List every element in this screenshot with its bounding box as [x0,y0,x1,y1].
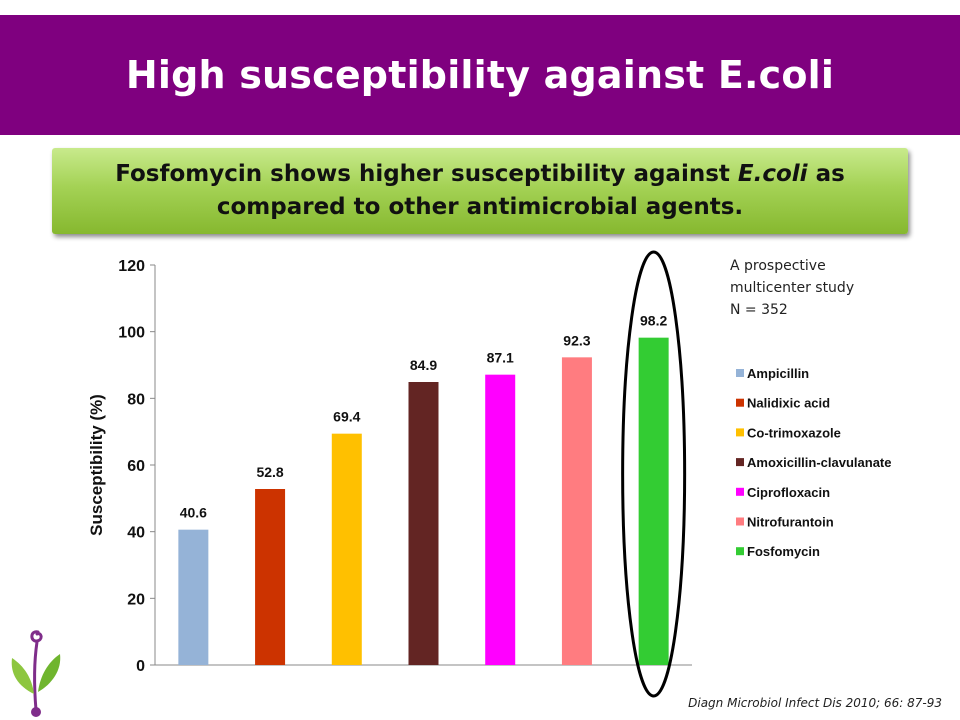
study-note-line: multicenter study [730,280,855,296]
y-axis-title: Susceptibility (%) [87,394,106,536]
legend-label: Amoxicillin-clavulanate [747,455,892,470]
bar-data-label: 52.8 [256,464,283,480]
y-tick-label: 100 [118,325,145,342]
legend-label: Fosfomycin [747,544,820,559]
legend-label: Co-trimoxazole [747,425,841,440]
y-tick-label: 120 [118,258,145,275]
bar-ciprofloxacin [485,374,516,665]
legend-swatch [736,547,744,556]
bar-data-label: 87.1 [487,350,514,366]
bar-data-label: 69.4 [333,409,360,425]
callout-line-2: compared to other antimicrobial agents. [216,194,744,220]
citation: Diagn Microbiol Infect Dis 2010; 66: 87-… [688,696,942,710]
key-message-callout: Fosfomycin shows higher susceptibility a… [52,148,908,234]
callout-text-pre: Fosfomycin shows higher susceptibility a… [115,161,738,187]
bar-data-label: 92.3 [563,332,590,348]
bar-nitrofurantoin [561,357,592,665]
y-tick-label: 80 [127,391,145,408]
legend-label: Nalidixic acid [747,396,830,411]
legend-swatch [736,487,744,496]
bar-amoxicillin-clavulanate [408,382,439,665]
legend-swatch [736,458,744,467]
highlight-ellipse [621,250,687,698]
callout-line-1: Fosfomycin shows higher susceptibility a… [115,158,845,191]
legend-swatch [736,398,744,407]
bar-nalidixic-acid [255,489,286,665]
slide-title: High susceptibility against E.coli [125,53,835,97]
title-bar: High susceptibility against E.coli [0,15,960,135]
legend-label: Ciprofloxacin [747,485,830,500]
y-tick-label: 40 [127,525,145,542]
callout-text-post: as [807,161,845,187]
study-note-line: A prospective [730,258,826,274]
y-tick-label: 0 [136,658,145,675]
bar-co-trimoxazole [331,433,362,665]
y-tick-label: 60 [127,458,145,475]
legend-swatch [736,428,744,437]
bar-data-label: 40.6 [180,505,207,521]
bar-ampicillin [178,529,209,665]
y-tick-label: 20 [127,591,145,608]
study-note: A prospective multicenter study N = 352 [730,255,854,321]
legend-swatch [736,517,744,526]
legend-swatch [736,369,744,377]
legend-label: Nitrofurantoin [747,515,834,530]
callout-organism: E.coli [737,161,808,187]
bar-data-label: 84.9 [410,357,437,373]
bar-fosfomycin [638,337,669,665]
bar-data-label: 98.2 [640,313,667,329]
study-note-line: N = 352 [730,302,788,318]
brand-logo-icon [11,630,61,717]
legend-label: Ampicillin [747,366,809,381]
